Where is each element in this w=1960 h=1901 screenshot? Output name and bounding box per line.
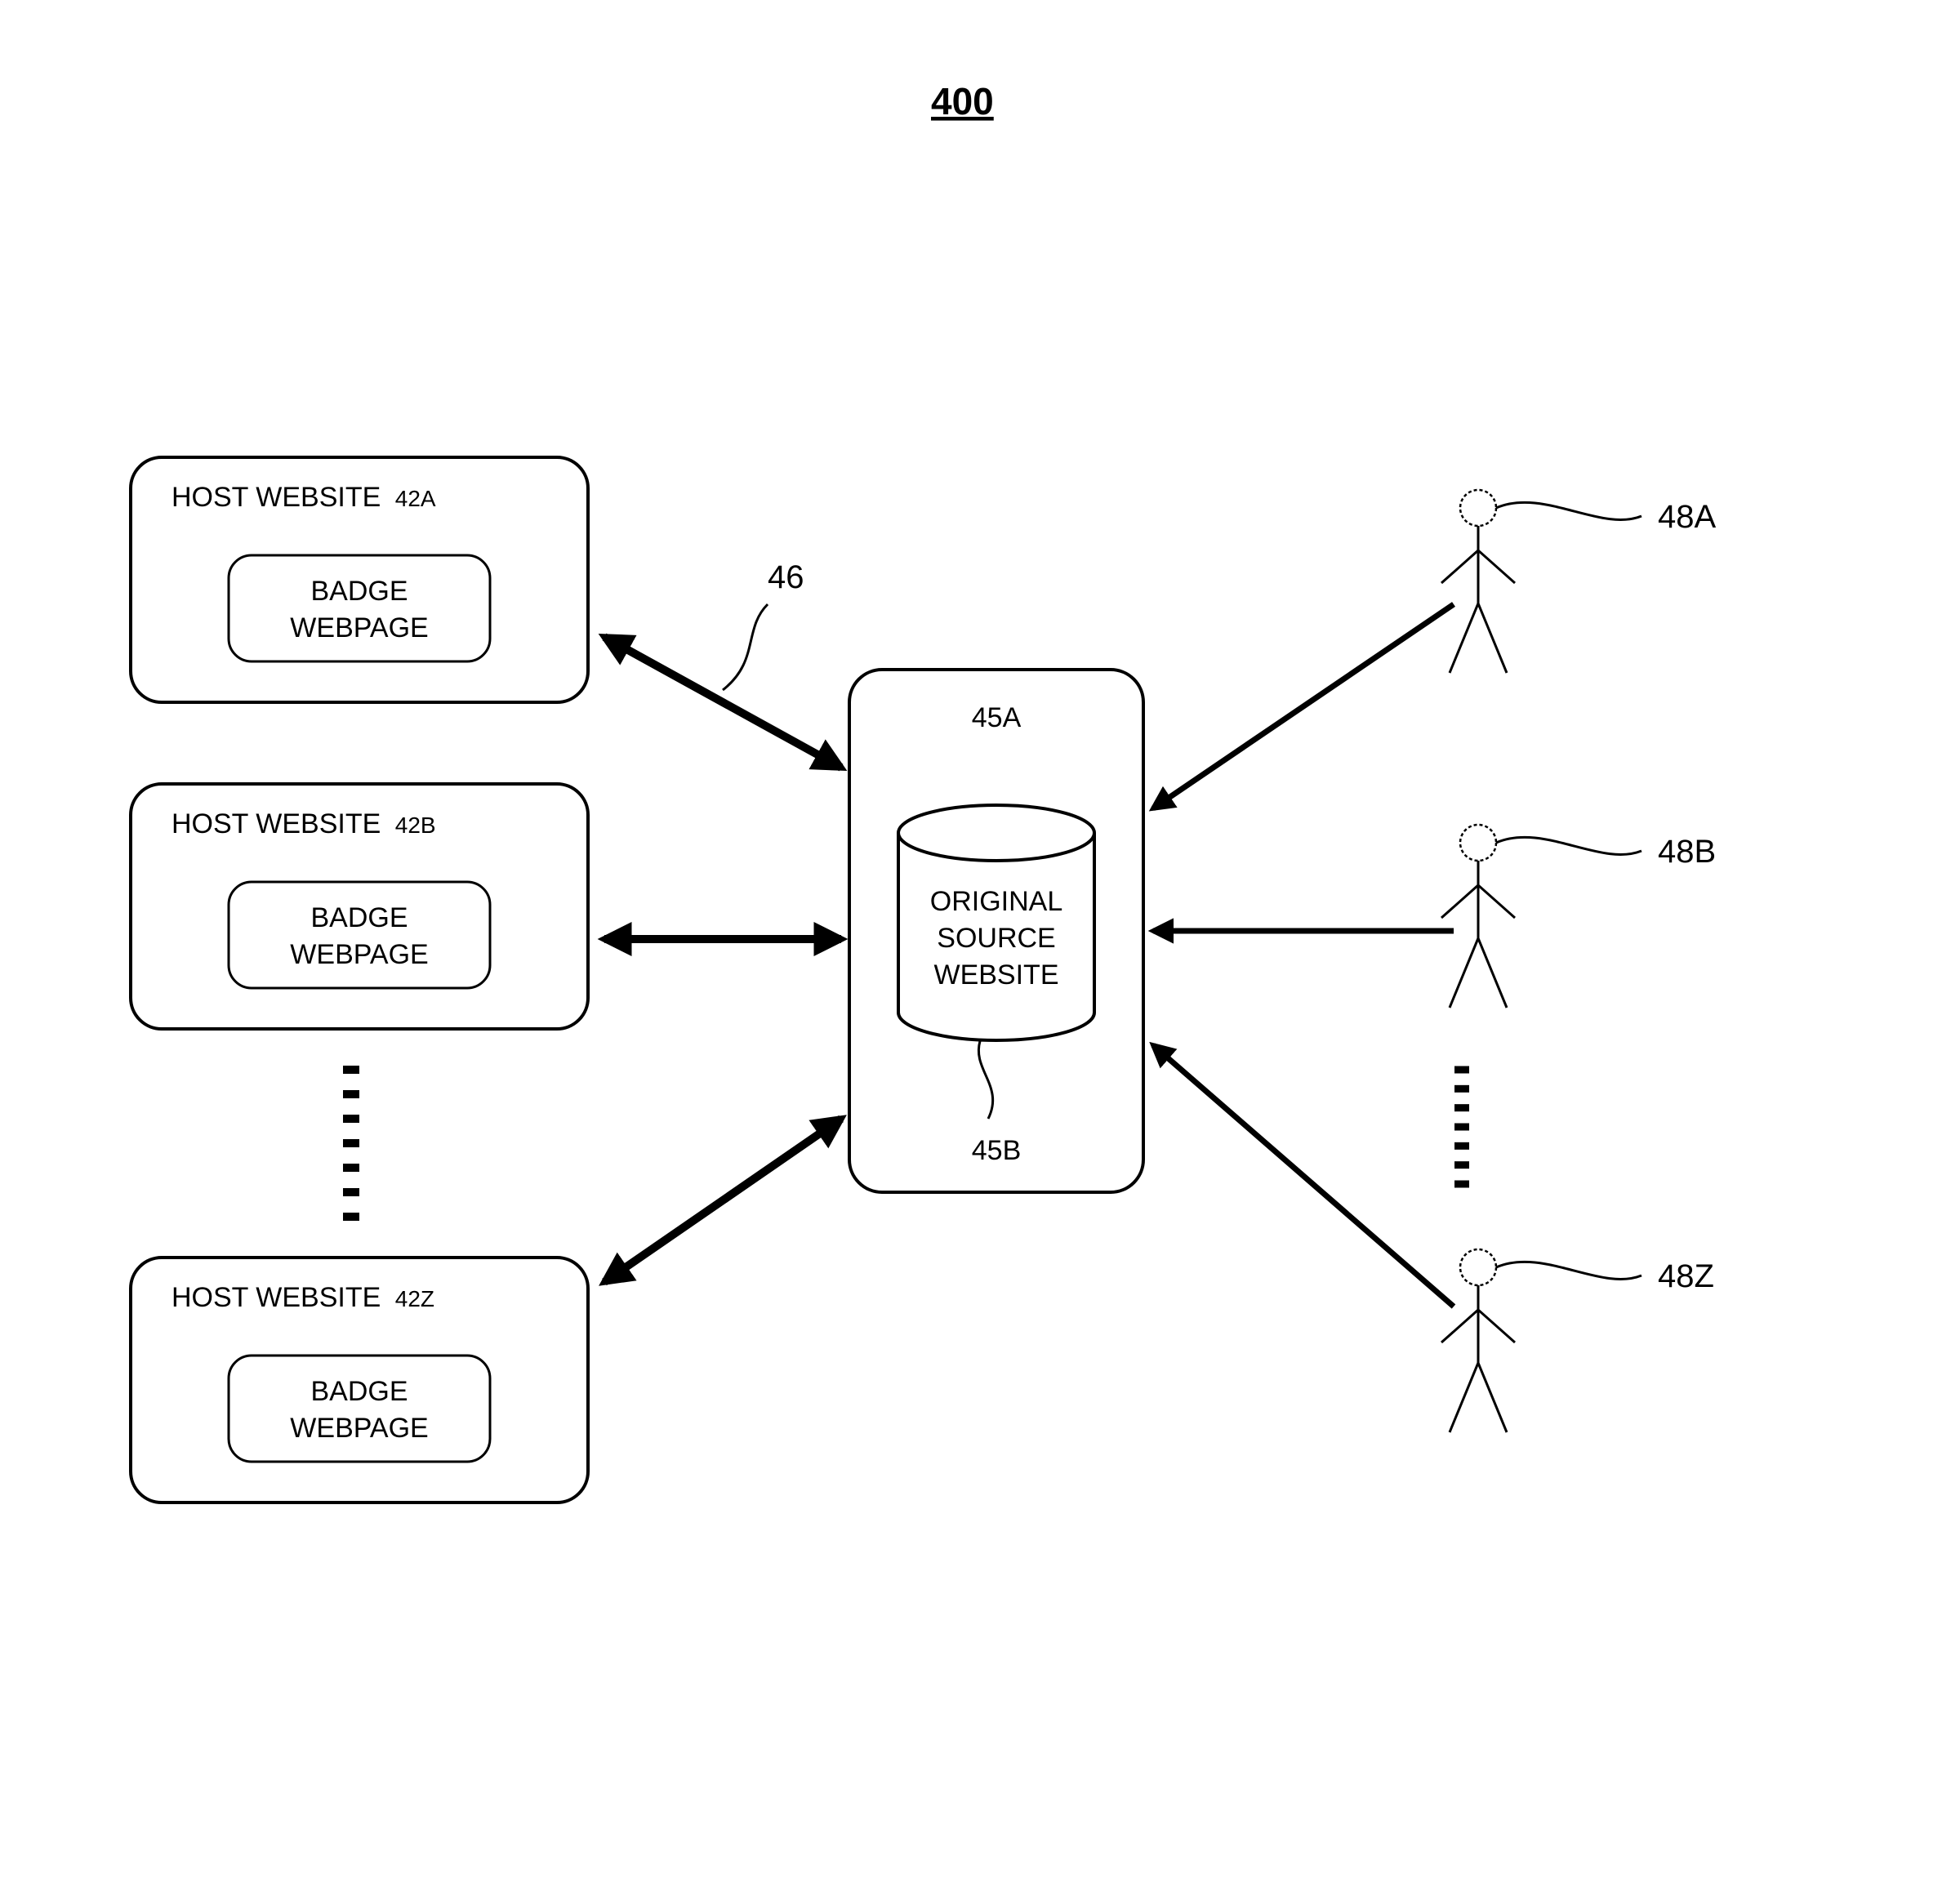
stick-figure-user_z: 48Z	[1441, 1249, 1714, 1432]
figure-number: 400	[931, 80, 994, 122]
user-ellipsis	[1454, 1066, 1469, 1188]
host-website-a: HOST WEBSITE 42A BADGE WEBPAGE	[131, 457, 588, 702]
user-label-user_z: 48Z	[1658, 1258, 1714, 1294]
arrow-user-a	[1153, 604, 1454, 808]
db-line1: ORIGINAL	[930, 886, 1062, 917]
db-line3: WEBSITE	[933, 959, 1058, 991]
badge-z-line2: WEBPAGE	[290, 1413, 428, 1444]
badge-z-line1: BADGE	[310, 1376, 408, 1407]
leader-46	[723, 604, 768, 690]
host-b-title: HOST WEBSITE 42B	[172, 808, 436, 839]
db-line2: SOURCE	[937, 923, 1055, 954]
host-z-title: HOST WEBSITE 42Z	[172, 1282, 434, 1313]
leader-45b	[978, 1041, 992, 1119]
source-ref-bottom: 45B	[972, 1135, 1022, 1166]
arrow-ref-label: 46	[768, 559, 804, 595]
host-ellipsis	[343, 1066, 359, 1221]
original-source-website: 45A ORIGINAL SOURCE WEBSITE 45B	[849, 670, 1143, 1192]
patent-diagram: 400 HOST WEBSITE 42A BADGE WEBPAGE HOST …	[0, 0, 1960, 1901]
stick-figure-user_a: 48A	[1441, 490, 1716, 673]
badge-a-line1: BADGE	[310, 576, 408, 607]
stick-figure-user_b: 48B	[1441, 825, 1716, 1008]
host-a-title: HOST WEBSITE 42A	[172, 482, 436, 513]
arrow-host-z	[604, 1119, 841, 1282]
arrow-user-z	[1153, 1045, 1454, 1307]
host-website-z: HOST WEBSITE 42Z BADGE WEBPAGE	[131, 1258, 588, 1503]
user-label-user_b: 48B	[1658, 834, 1716, 870]
badge-b-line2: WEBPAGE	[290, 939, 428, 970]
source-ref-top: 45A	[972, 702, 1022, 733]
user-label-user_a: 48A	[1658, 499, 1716, 535]
badge-a-line2: WEBPAGE	[290, 612, 428, 643]
arrow-host-a	[604, 637, 841, 768]
badge-b-line1: BADGE	[310, 902, 408, 933]
host-website-b: HOST WEBSITE 42B BADGE WEBPAGE	[131, 784, 588, 1029]
